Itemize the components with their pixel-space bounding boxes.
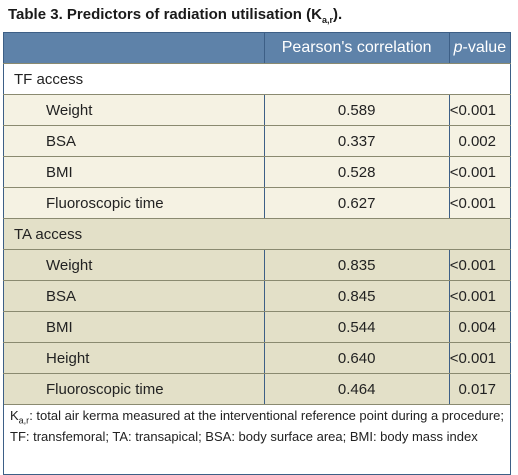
header-text: -value xyxy=(462,39,507,56)
table: Pearson's correlation p-value TF access W… xyxy=(3,32,512,405)
value-cell: <0.001 xyxy=(449,94,512,126)
data-row: BMI 0.544 0.004 xyxy=(3,311,512,343)
data-row: Fluoroscopic time 0.464 0.017 xyxy=(3,373,512,405)
data-row: Weight 0.835 <0.001 xyxy=(3,249,512,281)
row-label: Height xyxy=(3,342,265,374)
section-row: TA access xyxy=(3,218,511,250)
row-label: BMI xyxy=(3,311,265,343)
value-cell: 0.528 xyxy=(264,156,450,188)
section-label: TA access xyxy=(3,218,511,250)
header-row: Pearson's correlation p-value xyxy=(3,32,512,64)
value-cell: <0.001 xyxy=(449,249,512,281)
row-label: Fluoroscopic time xyxy=(3,187,265,219)
value-cell: 0.464 xyxy=(264,373,450,405)
footnote-symbol: K xyxy=(10,408,19,423)
data-row: Fluoroscopic time 0.627 <0.001 xyxy=(3,187,512,219)
row-label: BMI xyxy=(3,156,265,188)
value-cell: <0.001 xyxy=(449,187,512,219)
data-row: Weight 0.589 <0.001 xyxy=(3,94,512,126)
value-cell: 0.835 xyxy=(264,249,450,281)
footnote-subscript: a,r xyxy=(18,415,30,426)
value-cell: 0.004 xyxy=(449,311,512,343)
value-cell: 0.627 xyxy=(264,187,450,219)
row-label: Fluoroscopic time xyxy=(3,373,265,405)
table-title: Table 3. Predictors of radiation utilisa… xyxy=(8,6,342,25)
value-cell: 0.337 xyxy=(264,125,450,157)
value-cell: <0.001 xyxy=(449,342,512,374)
value-cell: 0.017 xyxy=(449,373,512,405)
row-label: Weight xyxy=(3,249,265,281)
header-cell xyxy=(3,32,265,64)
data-row: Height 0.640 <0.001 xyxy=(3,342,512,374)
value-cell: 0.640 xyxy=(264,342,450,374)
value-cell: 0.589 xyxy=(264,94,450,126)
value-cell: 0.544 xyxy=(264,311,450,343)
section-label: TF access xyxy=(3,63,511,95)
header-cell: Pearson's correlation xyxy=(264,32,450,64)
footnote-text: : total air kerma measured at the interv… xyxy=(10,408,504,444)
section-row: TF access xyxy=(3,63,511,95)
data-row: BSA 0.337 0.002 xyxy=(3,125,512,157)
header-italic: p xyxy=(453,39,463,56)
row-label: BSA xyxy=(3,125,265,157)
value-cell: <0.001 xyxy=(449,280,512,312)
value-cell: 0.002 xyxy=(449,125,512,157)
data-row: BMI 0.528 <0.001 xyxy=(3,156,512,188)
value-cell: 0.845 xyxy=(264,280,450,312)
value-cell: <0.001 xyxy=(449,156,512,188)
title-text: Table 3. Predictors of radiation utilisa… xyxy=(8,6,322,23)
row-label: BSA xyxy=(3,280,265,312)
header-cell: p-value xyxy=(449,32,512,64)
footnote: Ka,r: total air kerma measured at the in… xyxy=(3,404,511,475)
row-label: Weight xyxy=(3,94,265,126)
title-subscript: a,r xyxy=(321,15,333,25)
data-row: BSA 0.845 <0.001 xyxy=(3,280,512,312)
title-suffix: ). xyxy=(332,6,343,23)
